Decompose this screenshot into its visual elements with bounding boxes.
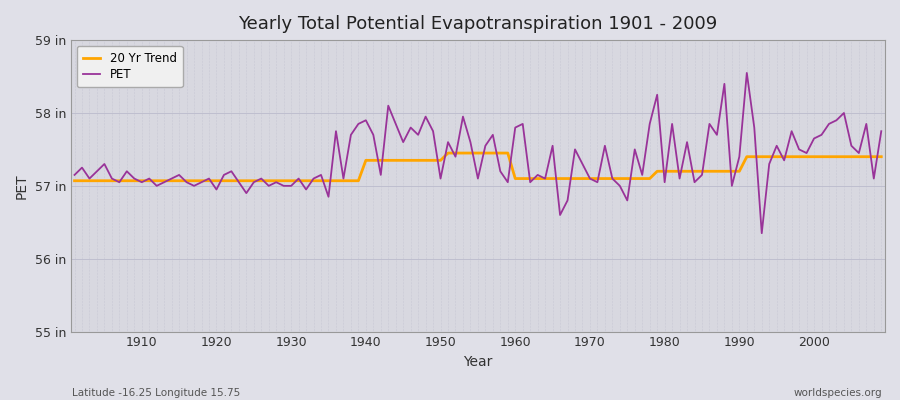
- PET: [502, 180, 513, 185]
- 20 Yr Trend: [607, 176, 617, 181]
- Text: Latitude -16.25 Longitude 15.75: Latitude -16.25 Longitude 15.75: [72, 388, 240, 398]
- 20 Yr Trend: [509, 176, 520, 181]
- Text: worldspecies.org: worldspecies.org: [794, 388, 882, 398]
- PET: [293, 176, 304, 181]
- PET: [69, 172, 80, 177]
- 20 Yr Trend: [293, 178, 304, 183]
- PET: [742, 70, 752, 75]
- Title: Yearly Total Potential Evapotranspiration 1901 - 2009: Yearly Total Potential Evapotranspiratio…: [238, 15, 717, 33]
- PET: [129, 176, 140, 181]
- Line: 20 Yr Trend: 20 Yr Trend: [75, 153, 881, 181]
- 20 Yr Trend: [338, 178, 349, 183]
- 20 Yr Trend: [443, 151, 454, 156]
- PET: [338, 176, 349, 181]
- Legend: 20 Yr Trend, PET: 20 Yr Trend, PET: [76, 46, 183, 87]
- Y-axis label: PET: PET: [15, 173, 29, 199]
- PET: [599, 143, 610, 148]
- PET: [876, 129, 886, 134]
- 20 Yr Trend: [69, 178, 80, 183]
- Line: PET: PET: [75, 73, 881, 233]
- 20 Yr Trend: [518, 176, 528, 181]
- PET: [509, 125, 520, 130]
- PET: [756, 231, 767, 236]
- X-axis label: Year: Year: [464, 355, 492, 369]
- 20 Yr Trend: [876, 154, 886, 159]
- 20 Yr Trend: [129, 178, 140, 183]
